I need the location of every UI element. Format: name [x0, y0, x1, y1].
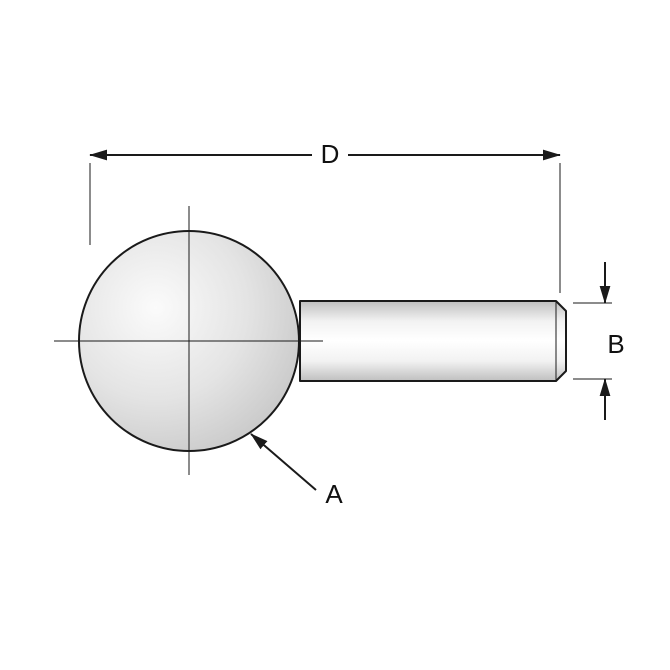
dimension-a-leader [251, 434, 316, 490]
shaft [300, 301, 566, 381]
dimension-label-d: D [321, 141, 340, 167]
dimension-label-a: A [325, 481, 342, 507]
drawing-svg [0, 0, 670, 670]
diagram-canvas: D B A [0, 0, 670, 670]
dimension-label-b: B [607, 331, 624, 357]
